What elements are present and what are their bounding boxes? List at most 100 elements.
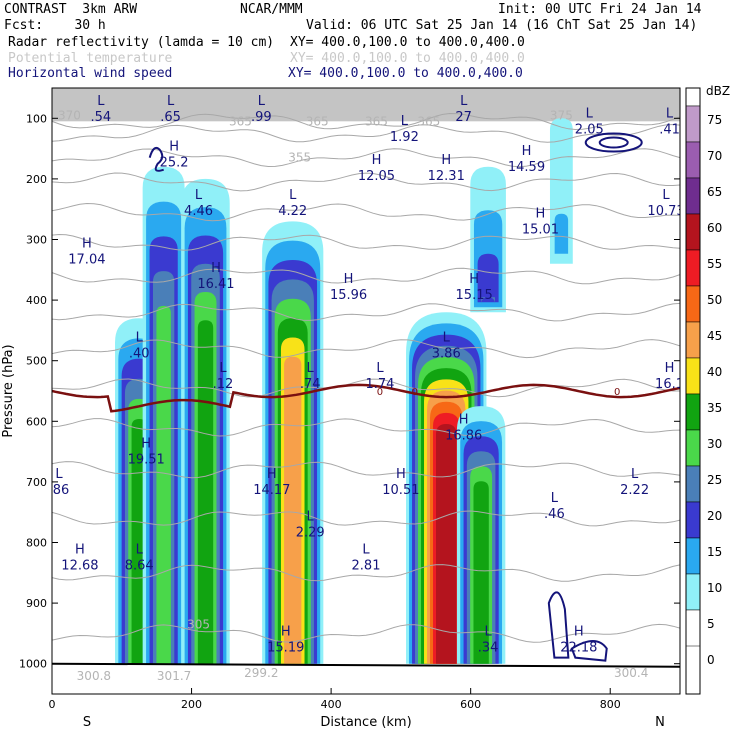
- wind-extremum-24-type: H: [665, 361, 675, 376]
- isentrope-10: [52, 418, 680, 437]
- isentrope-5: [52, 233, 680, 251]
- wind-extremum-21-type: L: [219, 361, 227, 376]
- x-tick-label-400: 400: [321, 698, 342, 711]
- theta-isentropes: 370 365 365 365 365 375 355 300.8 301.7 299.2 300.…: [52, 108, 680, 683]
- wind-extremum-38-type: H: [574, 624, 584, 639]
- colorbar-swatch-40: [685, 321, 701, 359]
- wind-extremum-36-type: H: [281, 624, 291, 639]
- colorbar-label-65: 65: [707, 185, 722, 199]
- isentrope-1: [52, 123, 680, 143]
- wind-extremum-30-value: 2.22: [620, 483, 649, 498]
- wind-extremum-33-value: 12.68: [61, 559, 98, 574]
- isentrope-label-7: 300.8: [77, 669, 111, 683]
- end-label-left: S: [83, 715, 91, 730]
- wind-extremum-28-type: H: [267, 467, 277, 482]
- wind-extremum-13-value: 10.73: [647, 204, 684, 219]
- wind-extremum-37-type: L: [484, 624, 492, 639]
- wind-extremum-28-value: 14.17: [253, 483, 290, 498]
- colorbar-label-50: 50: [707, 293, 722, 307]
- colorbar-swatch-5: [685, 573, 701, 611]
- zero-isotherm-label-2: 0: [614, 387, 620, 398]
- wind-extremum-33-type: H: [75, 543, 85, 558]
- reflectivity-cell-6-20dbz: [481, 297, 495, 305]
- wind-extremum-24-value: 16.1: [655, 377, 684, 392]
- wind-extremum-1-value: .65: [160, 110, 181, 125]
- wind-extremum-35-type: L: [362, 543, 370, 558]
- isentrope-label-4: 365: [417, 114, 440, 128]
- wind-extremum-31-value: .46: [544, 507, 565, 522]
- field-theta-xy: XY= 400.0,100.0 to 400.0,400.0: [290, 51, 525, 66]
- wind-contour-upper-left: [148, 146, 165, 172]
- wind-extremum-4-type: L: [460, 94, 468, 109]
- y-tick-label-300: 300: [26, 234, 47, 247]
- wind-extremum-12-value: 4.22: [278, 204, 307, 219]
- isentrope-11: [52, 461, 680, 479]
- wind-extremum-3-type: L: [401, 114, 409, 129]
- reflectivity-cell-3-40dbz: [284, 356, 302, 664]
- colorbar-label-75: 75: [707, 113, 722, 127]
- wind-contour-upper-right: [584, 132, 643, 153]
- wind-extremum-37-value: .34: [478, 640, 499, 655]
- header-valid: Valid: 06 UTC Sat 25 Jan 14 (16 ChT Sat …: [306, 18, 698, 33]
- wind-extremum-18-value: 15.15: [456, 288, 493, 303]
- reflectivity-cell-5-30dbz: [473, 481, 489, 664]
- header-model: CONTRAST 3km ARW: [4, 2, 138, 17]
- wind-extremum-29-type: H: [396, 467, 406, 482]
- isentrope-3: [52, 172, 680, 192]
- wind-extremum-9-value: 12.31: [428, 169, 465, 184]
- y-tick-label-600: 600: [26, 415, 47, 428]
- header-fcst: Fcst: 30 h: [4, 18, 106, 33]
- reflectivity-cell-7-10dbz: [554, 213, 569, 254]
- y-axis-label: Pressure (hPa): [1, 344, 16, 437]
- x-axis-label: Distance (km): [320, 715, 411, 730]
- isentrope-label-1: 365: [229, 114, 252, 128]
- colorbar-label-35: 35: [707, 401, 722, 415]
- field-reflectivity-xy: XY= 400.0,100.0 to 400.0,400.0: [290, 35, 525, 50]
- x-tick-label-200: 200: [181, 698, 202, 711]
- wind-extremum-25-type: H: [459, 412, 469, 427]
- wind-extremum-18-type: H: [469, 272, 479, 287]
- x-tick-label-0: 0: [49, 698, 56, 711]
- isentrope-7: [52, 302, 680, 322]
- isentrope-4: [52, 202, 680, 222]
- wind-extremum-14-value: 15.01: [522, 222, 559, 237]
- wind-extremum-15-type: H: [82, 237, 92, 252]
- isentrope-13: [52, 564, 680, 582]
- isentrope-label-2: 365: [306, 114, 329, 128]
- wind-extremum-0-type: L: [97, 94, 105, 109]
- wind-extremum-38-value: 22.18: [560, 640, 597, 655]
- isentrope-label-5: 375: [550, 108, 573, 122]
- wind-extremum-31-type: L: [551, 491, 559, 506]
- colorbar-label-15: 15: [707, 545, 722, 559]
- colorbar-label-10: 10: [707, 581, 722, 595]
- plot-frame: [51, 87, 681, 695]
- wind-extremum-10-type: H: [522, 144, 532, 159]
- colorbar-swatch-10: [685, 537, 701, 575]
- isentrope-label-9: 299.2: [244, 666, 278, 680]
- y-tick-label-200: 200: [26, 173, 47, 186]
- colorbar-unit: dBZ: [706, 84, 730, 98]
- upper-level-band: [52, 88, 680, 122]
- isentrope-14: [52, 623, 680, 643]
- wind-extremum-11-type: L: [195, 188, 203, 203]
- reflectivity-cell-1-25dbz: [156, 305, 171, 664]
- wind-extremum-5-type: L: [586, 106, 594, 121]
- isentrope-label-11: 305: [187, 617, 210, 631]
- y-tick-label-1000: 1000: [19, 658, 47, 671]
- wind-extremum-26-type: H: [141, 437, 151, 452]
- wind-extremum-7-value: 25.2: [160, 156, 189, 171]
- y-tick-label-100: 100: [26, 112, 47, 125]
- zero-isotherm-label-1: 0: [412, 387, 418, 398]
- wind-extremum-34-type: L: [136, 543, 144, 558]
- wind-extremum-5-value: 2.05: [575, 122, 604, 137]
- colorbar-swatch-65: [685, 141, 701, 179]
- wind-extremum-20-type: L: [443, 331, 451, 346]
- colorbar-swatch-30: [685, 393, 701, 431]
- wind-extremum-1-type: L: [167, 94, 175, 109]
- x-tick-label-800: 800: [600, 698, 621, 711]
- isentrope-8: [52, 339, 680, 359]
- wind-extremum-29-value: 10.51: [382, 483, 419, 498]
